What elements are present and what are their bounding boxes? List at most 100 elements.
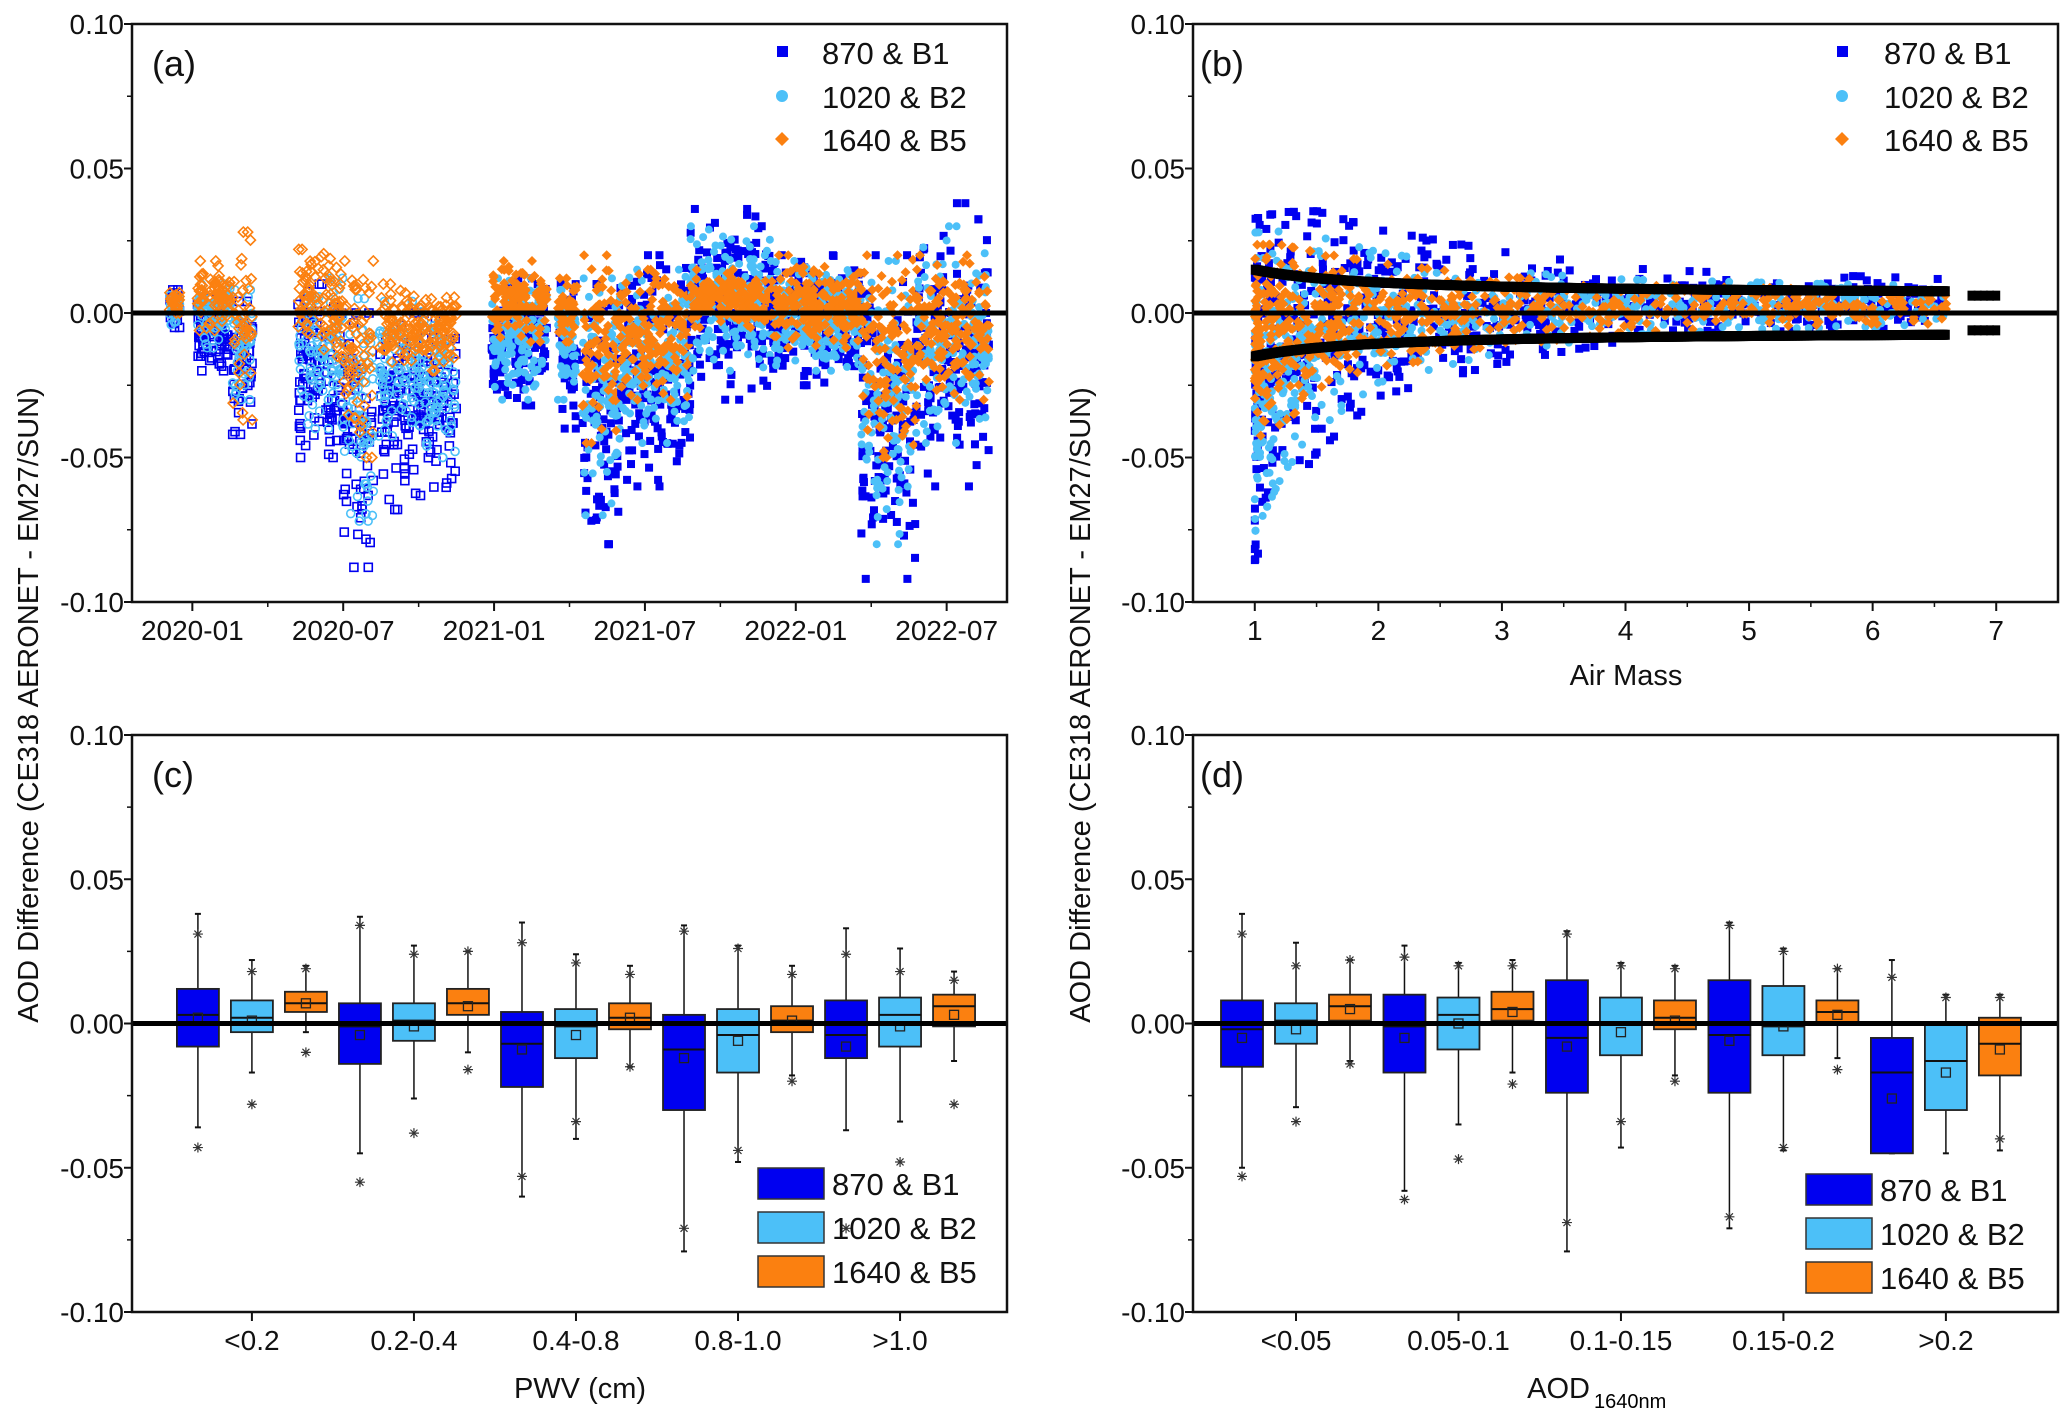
data-point-diamond [638,380,649,391]
data-point-diamond [876,271,887,282]
data-point-square [583,474,592,483]
data-point-circle [940,398,949,407]
data-point-circle [591,420,600,429]
data-point-square [1250,504,1259,513]
data-point-circle [709,355,718,364]
data-point-square [712,263,721,272]
data-point-diamond [317,343,331,356]
data-point-square [650,363,659,372]
data-point-diamond [688,285,699,296]
data-point-diamond [399,286,412,300]
data-point-circle [890,373,899,382]
data-point-circle [426,407,436,418]
data-point-square [416,404,426,414]
data-point-circle [602,397,611,406]
data-point-diamond [236,406,249,419]
data-point-circle [353,293,363,304]
data-point-diamond [235,252,248,265]
data-point-diamond [620,374,631,385]
data-point-diamond [563,336,574,347]
data-point-diamond [746,285,757,296]
data-point-square [295,423,306,434]
data-point-diamond [357,350,371,363]
data-point-circle [607,499,616,508]
data-point-diamond [701,299,712,310]
data-point-square [392,504,403,515]
data-point-square [746,274,755,283]
data-point-circle [638,439,647,448]
data-point-square [837,326,846,335]
data-point-square [695,246,704,255]
data-point-square [530,343,539,352]
data-point-diamond [346,321,359,335]
data-point-diamond [384,287,397,301]
data-point-diamond [713,274,724,285]
data-point-square [321,405,331,415]
data-point-square [628,294,637,303]
data-point-diamond [317,326,331,339]
data-point-square [627,460,636,469]
data-point-circle [381,416,392,426]
data-point-circle [873,512,882,521]
data-point-circle [673,416,682,425]
data-point-square [1418,233,1427,242]
data-point-diamond [195,268,209,281]
data-point-circle [448,366,459,377]
data-point-diamond [493,320,504,331]
data-point-square [1840,273,1849,282]
data-point-square [197,365,207,376]
data-point-diamond [630,366,641,377]
data-point-square [966,418,975,427]
data-point-diamond [586,438,597,449]
data-point-circle [518,344,527,353]
data-point-square [657,428,666,437]
data-point-diamond [623,324,634,335]
data-point-square [712,361,721,370]
data-point-circle [749,222,758,231]
data-point-square [672,457,681,466]
data-point-circle [681,272,690,281]
data-point-square [844,358,853,367]
data-point-diamond [376,343,390,356]
data-point-circle [581,385,590,394]
data-point-diamond [675,288,686,299]
data-point-circle [606,456,615,465]
data-point-diamond [586,370,597,381]
data-point-diamond [557,317,568,328]
data-point-diamond [691,274,702,285]
data-point-diamond [327,274,340,288]
data-point-diamond [585,348,596,359]
data-point-circle [773,267,782,276]
data-point-diamond [419,293,433,306]
data-point-diamond [234,258,248,272]
data-point-square [349,562,359,573]
data-point-square [366,406,377,417]
data-point-square [429,482,439,492]
data-point-circle [872,540,881,549]
data-point-diamond [653,359,664,370]
data-point-circle [400,393,411,403]
data-point-diamond [354,420,367,433]
data-point-square [857,529,866,538]
data-point-diamond [527,255,538,266]
data-point-circle [919,243,928,252]
data-point-square [675,449,684,458]
data-point-square [614,507,623,516]
data-point-circle [236,394,246,405]
data-point-square [970,440,979,449]
data-point-square [657,432,666,441]
data-point-square [820,378,829,387]
data-point-circle [613,449,622,458]
data-point-diamond [308,270,322,284]
data-point-diamond [420,331,433,345]
data-point-circle [303,419,313,429]
data-point-circle [725,256,734,265]
data-point-square [614,416,623,425]
data-point-diamond [440,291,453,304]
data-point-square [966,410,975,419]
data-point-diamond [577,400,588,411]
data-point-diamond [343,318,356,331]
data-point-square [524,332,533,341]
data-point-diamond [562,280,573,291]
data-point-square [740,247,749,256]
